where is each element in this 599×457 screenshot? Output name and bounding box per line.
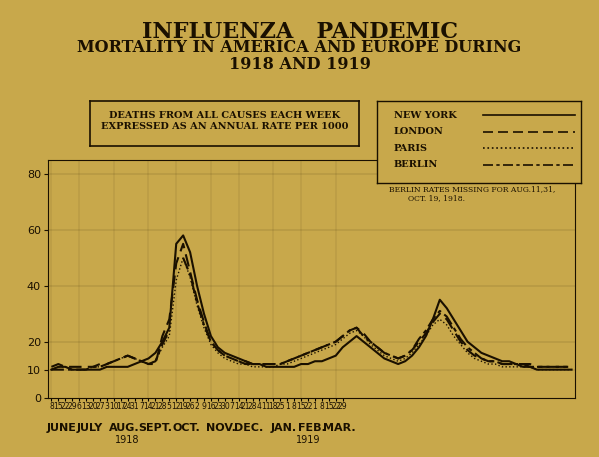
Text: FEB.: FEB. — [298, 423, 325, 433]
Text: OCT.: OCT. — [173, 423, 201, 433]
Text: MORTALITY IN AMERICA AND EUROPE DURING: MORTALITY IN AMERICA AND EUROPE DURING — [77, 39, 522, 56]
Text: JUNE: JUNE — [47, 423, 77, 433]
Text: MAR.: MAR. — [323, 423, 356, 433]
Text: LONDON: LONDON — [394, 128, 443, 136]
Text: PARIS: PARIS — [394, 144, 428, 153]
Text: BERLIN RATES MISSING FOR AUG.11,31,
        OCT. 19, 1918.: BERLIN RATES MISSING FOR AUG.11,31, OCT.… — [389, 185, 556, 202]
Text: 1918 AND 1919: 1918 AND 1919 — [229, 56, 370, 73]
Text: NEW YORK: NEW YORK — [394, 111, 456, 120]
Text: JAN.: JAN. — [271, 423, 297, 433]
Text: SEPT.: SEPT. — [138, 423, 173, 433]
Text: JULY: JULY — [77, 423, 102, 433]
Text: INFLUENZA   PANDEMIC: INFLUENZA PANDEMIC — [141, 21, 458, 43]
Text: DEC.: DEC. — [234, 423, 264, 433]
Text: BERLIN: BERLIN — [394, 160, 438, 169]
Text: AUG.: AUG. — [109, 423, 140, 433]
Text: NOV.: NOV. — [207, 423, 236, 433]
Text: 1919: 1919 — [296, 436, 320, 445]
Text: 1918: 1918 — [116, 436, 140, 445]
Text: DEATHS FROM ALL CAUSES EACH WEEK
EXPRESSED AS AN ANNUAL RATE PER 1000: DEATHS FROM ALL CAUSES EACH WEEK EXPRESS… — [101, 112, 349, 131]
